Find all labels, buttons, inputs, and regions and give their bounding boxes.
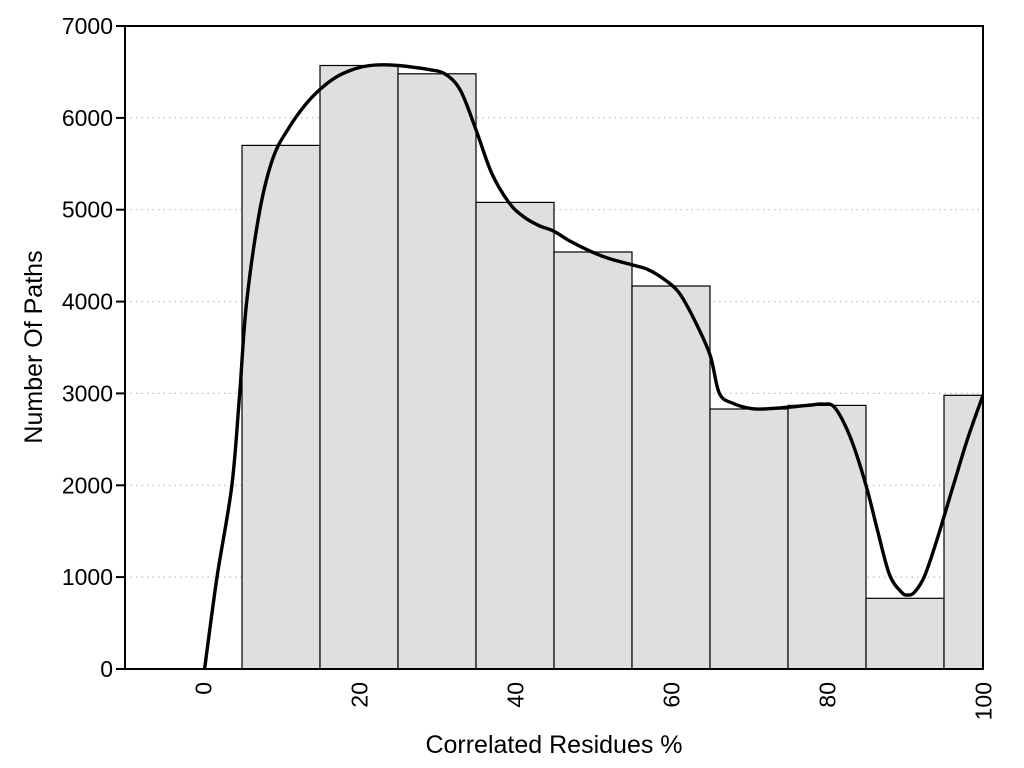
y-tick-label: 6000 [62, 105, 113, 131]
y-axis-title: Number Of Paths [20, 250, 48, 443]
x-tick-labels: 0 20 40 60 80 100 [191, 682, 997, 720]
x-tick-label: 40 [503, 682, 529, 708]
x-tick-label: 100 [971, 682, 997, 720]
histogram-bar [241, 144, 321, 669]
y-tick-label: 5000 [62, 197, 113, 223]
plot-frame [124, 25, 984, 670]
histogram-bar [553, 251, 633, 669]
histogram-bar [943, 394, 983, 669]
density-curve [202, 63, 983, 669]
x-tick-label: 80 [815, 682, 841, 708]
y-tick-label: 3000 [62, 380, 113, 406]
x-tick-label: 20 [347, 682, 373, 708]
y-tick-label: 2000 [62, 472, 113, 498]
histogram-bars [241, 64, 983, 669]
x-axis-title: Correlated Residues % [425, 731, 682, 759]
y-tick-labels: 0 1000 2000 3000 4000 5000 6000 7000 [62, 13, 113, 682]
histogram-bar [397, 73, 477, 669]
y-tick-label: 1000 [62, 564, 113, 590]
histogram-bar [475, 201, 555, 669]
y-tick-label: 0 [100, 656, 113, 682]
x-tick-label: 0 [191, 682, 217, 695]
x-tick-label: 60 [659, 682, 685, 708]
y-tick-marks [116, 25, 125, 670]
histogram-bar [865, 597, 945, 669]
histogram-bar [319, 64, 399, 669]
histogram-bar [709, 408, 789, 669]
y-tick-label: 7000 [62, 13, 113, 39]
y-tick-label: 4000 [62, 289, 113, 315]
histogram-bar [631, 285, 711, 669]
